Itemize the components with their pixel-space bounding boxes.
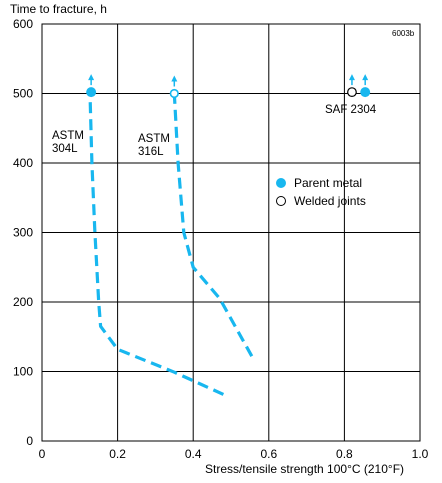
- legend-welded-joints-swatch: [276, 196, 286, 206]
- x-tick-label-3: 0.6: [260, 447, 277, 461]
- data-point-saf-2304-1: [360, 87, 371, 98]
- series-label-304l: ASTM 304L: [52, 130, 84, 156]
- legend-item-welded-joints: Welded joints: [276, 194, 366, 208]
- arrow-astm-316l-0-head: [171, 75, 178, 82]
- arrow-astm-304l-0-head: [88, 74, 95, 81]
- series-label-saf2304-line-1: SAF 2304: [325, 104, 377, 116]
- y-tick-label-5: 500: [13, 87, 33, 101]
- y-axis-label: Time to fracture, h: [10, 2, 107, 16]
- x-tick-label-0: 0: [39, 447, 46, 461]
- y-tick-label-3: 300: [13, 226, 33, 240]
- series-label-316l-line-2: 316L: [138, 146, 164, 158]
- y-tick-label-6: 600: [13, 17, 33, 31]
- legend-item-parent-metal: Parent metal: [276, 176, 362, 190]
- data-point-astm-304l-0: [86, 87, 97, 98]
- series-line-astm-304l: [88, 93, 225, 396]
- arrow-saf-2304-0-head: [348, 74, 355, 81]
- x-tick-label-2: 0.4: [185, 447, 202, 461]
- y-tick-label-4: 400: [13, 156, 33, 170]
- legend-parent-metal-label: Parent metal: [294, 176, 363, 190]
- x-tick-label-1: 0.2: [109, 447, 126, 461]
- series-label-316l: ASTM 316L: [138, 133, 170, 159]
- series-label-316l-line-1: ASTM: [138, 133, 170, 145]
- arrow-saf-2304-1-head: [362, 74, 369, 81]
- figure-code: 6003b: [392, 29, 415, 38]
- y-tick-label-1: 100: [13, 365, 33, 379]
- data-point-saf-2304-0: [347, 87, 357, 98]
- series-label-saf2304: SAF 2304: [325, 104, 376, 117]
- series-label-304l-line-2: 304L: [52, 143, 78, 155]
- series-line-astm-316l: [172, 93, 254, 357]
- legend-parent-metal-swatch: [276, 178, 286, 188]
- x-tick-label-4: 0.8: [336, 447, 353, 461]
- y-tick-label-2: 200: [13, 295, 33, 309]
- legend-welded-joints-label: Welded joints: [294, 194, 366, 208]
- data-point-astm-316l-0: [169, 88, 179, 99]
- series-label-304l-line-1: ASTM: [52, 130, 84, 142]
- x-axis-label: Stress/tensile strength 100°C (210°F): [205, 462, 405, 476]
- y-tick-label-0: 0: [26, 434, 33, 448]
- x-tick-label-5: 1.0: [412, 447, 429, 461]
